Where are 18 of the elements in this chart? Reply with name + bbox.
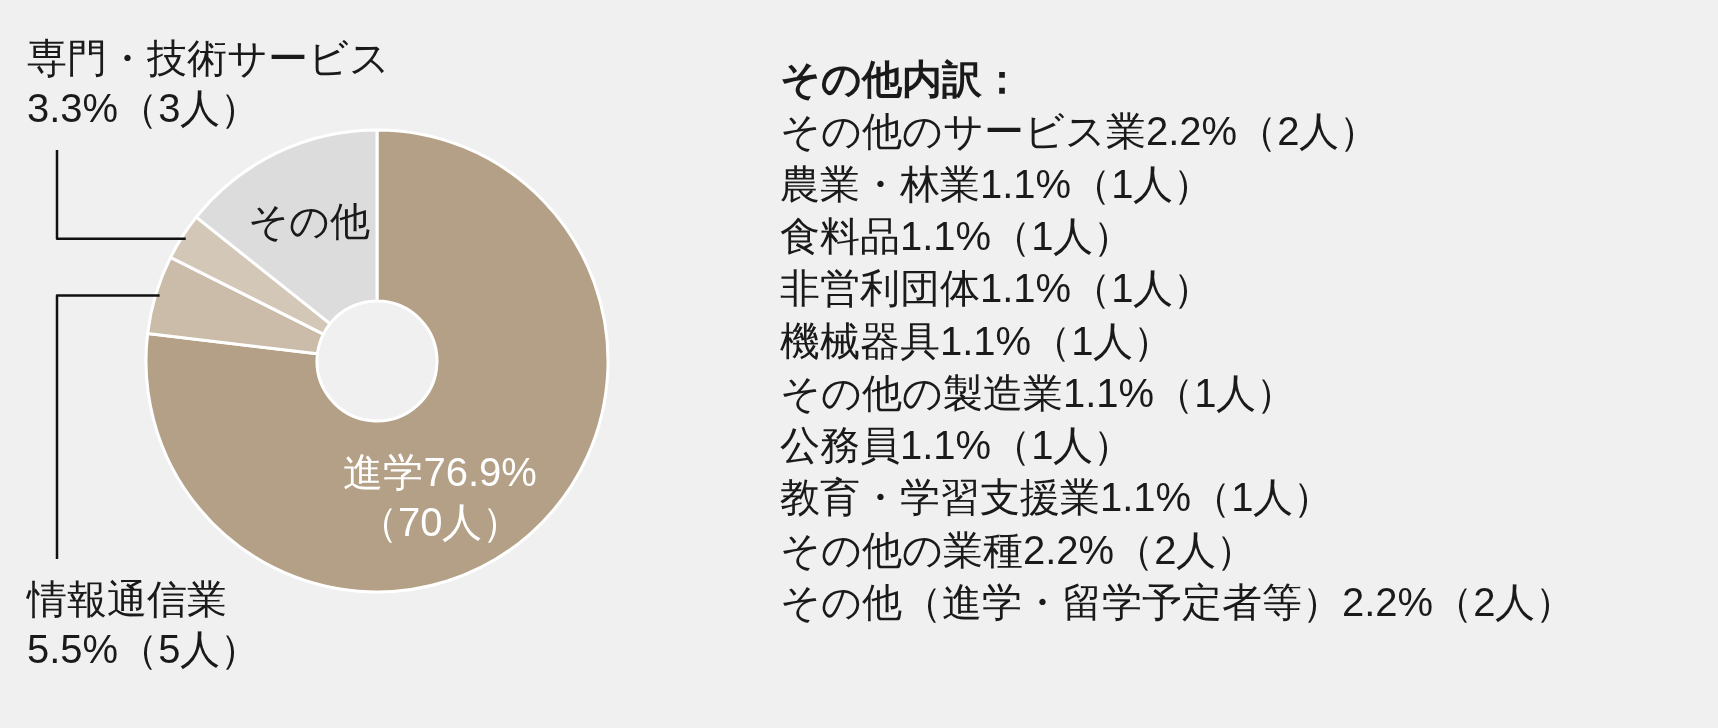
slice-label: 5.5%（5人） bbox=[27, 627, 261, 671]
slice-label: 進学76.9% bbox=[343, 450, 537, 495]
card-line: その他（進学・留学予定者等）2.2%（2人） bbox=[780, 580, 1576, 624]
slice-label: 情報通信業 bbox=[27, 577, 227, 621]
card-line: 食料品1.1%（1人） bbox=[780, 213, 1134, 258]
card-line: 教育・学習支援業1.1%（1人） bbox=[780, 475, 1334, 520]
slice-label: 専門・技術サービス bbox=[27, 36, 390, 80]
card-line: その他の業種2.2%（2人） bbox=[780, 527, 1257, 572]
card-line: 公務員1.1%（1人） bbox=[780, 423, 1134, 468]
card-title: その他内訳： bbox=[780, 57, 1022, 101]
card-line: 農業・林業1.1%（1人） bbox=[780, 161, 1214, 206]
slice-label: 3.3%（3人） bbox=[27, 86, 261, 130]
card-line: 非営利団体1.1%（1人） bbox=[780, 266, 1214, 311]
card-line: その他のサービス業2.2%（2人） bbox=[780, 109, 1380, 154]
slice-label: （70人） bbox=[357, 500, 523, 545]
card-line: 機械器具1.1%（1人） bbox=[780, 318, 1174, 363]
card-line: その他の製造業1.1%（1人） bbox=[780, 370, 1297, 415]
slice-label: その他 bbox=[248, 198, 371, 243]
